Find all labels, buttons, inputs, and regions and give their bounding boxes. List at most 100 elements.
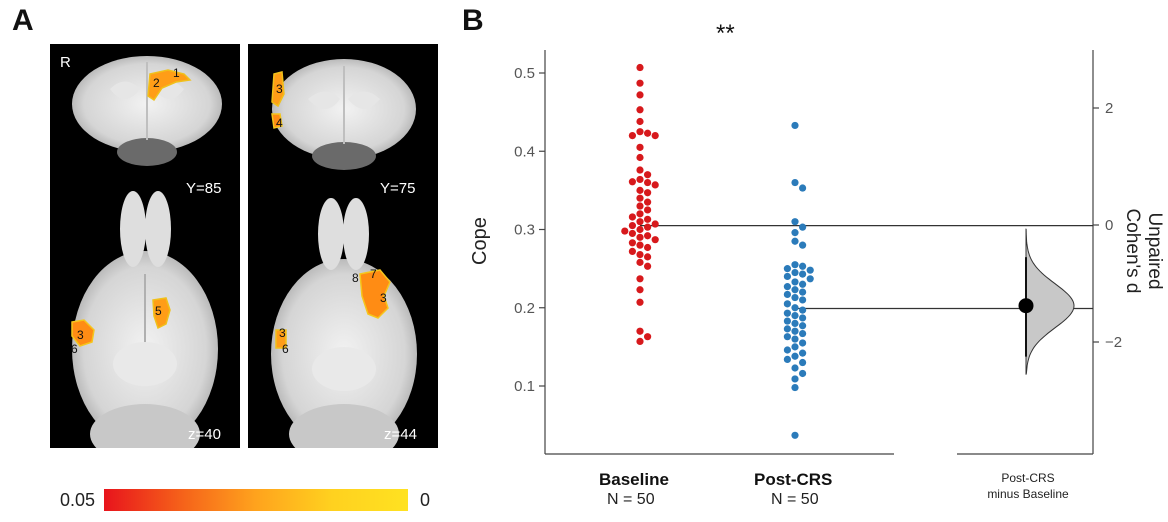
data-point	[628, 239, 636, 247]
data-point	[636, 286, 644, 294]
data-point	[799, 314, 807, 322]
data-point	[799, 270, 807, 278]
y-axis-label: Cope	[469, 217, 491, 265]
data-point	[644, 243, 652, 252]
data-point	[636, 337, 644, 345]
data-point	[799, 296, 807, 304]
data-point	[791, 261, 799, 269]
cluster-label: 3	[276, 82, 283, 96]
data-point	[636, 143, 644, 151]
brain-image-left	[50, 44, 240, 464]
data-point	[791, 383, 799, 392]
cluster-label: 3	[380, 291, 387, 305]
data-point	[791, 343, 799, 351]
data-point	[644, 171, 652, 179]
data-point	[621, 227, 629, 235]
data-point	[783, 325, 791, 333]
colorbar-min-label: 0.05	[60, 490, 96, 510]
data-point	[791, 375, 799, 383]
data-point	[791, 431, 799, 439]
data-point	[799, 349, 807, 357]
data-point	[799, 339, 807, 347]
data-point	[644, 223, 652, 231]
data-point	[791, 327, 799, 335]
y-tick-label: 0.3	[514, 222, 535, 239]
data-point	[799, 358, 807, 367]
data-point	[799, 241, 807, 249]
data-point	[783, 317, 791, 325]
data-point	[791, 286, 799, 294]
data-point	[636, 250, 644, 259]
data-point	[628, 132, 636, 140]
data-point	[636, 202, 644, 210]
diff-label-line2: minus Baseline	[987, 487, 1069, 501]
y-tick-label: 0.4	[514, 143, 535, 160]
orientation-label: R	[60, 54, 71, 71]
right-y-tick-label: 0	[1105, 217, 1113, 234]
data-point	[636, 166, 644, 174]
panel-b-letter: B	[462, 4, 484, 37]
data-point	[783, 309, 791, 317]
data-point	[636, 128, 644, 136]
slice-label-y85: Y=85	[186, 180, 222, 197]
data-point	[636, 298, 644, 306]
data-point	[799, 184, 807, 192]
data-point	[791, 229, 799, 237]
brain-slices-right	[271, 59, 417, 464]
data-point	[644, 232, 652, 240]
data-point	[628, 178, 636, 186]
data-point	[651, 236, 659, 244]
data-point	[783, 265, 791, 273]
data-point	[644, 189, 652, 197]
data-point	[799, 223, 807, 231]
data-point	[799, 369, 807, 378]
cluster-label: 1	[173, 66, 180, 80]
y-tick-label: 0.5	[514, 65, 535, 82]
diff-label-line1: Post-CRS	[1001, 471, 1055, 485]
estimation-plot-svg: 0.1 0.2 0.3 0.4 0.5 −2 0 2	[514, 50, 1122, 455]
data-point	[636, 194, 644, 202]
right-y-axis-label: Unpaired Cohen's d	[1122, 208, 1165, 294]
data-point	[783, 300, 791, 308]
data-point	[644, 333, 652, 341]
right-y-tick-label: 2	[1105, 100, 1113, 117]
data-point	[791, 237, 799, 245]
data-point	[651, 132, 659, 140]
significance-marker: **	[716, 20, 735, 47]
panel-a-letter: A	[12, 4, 34, 37]
cluster-label: 3	[77, 328, 84, 342]
cluster-label: 4	[276, 116, 283, 130]
data-point	[791, 352, 799, 360]
brain-slices-left	[71, 56, 222, 464]
data-point	[636, 63, 644, 72]
data-point	[791, 311, 799, 320]
cluster-label: 7	[370, 267, 377, 281]
data-point	[636, 91, 644, 99]
data-point	[636, 153, 644, 162]
slice-label-z44: z=44	[384, 426, 417, 443]
data-point	[783, 333, 791, 341]
data-point	[636, 275, 644, 283]
data-point	[806, 266, 814, 274]
brain-image-right	[248, 44, 438, 464]
data-point	[636, 258, 644, 266]
data-point	[799, 306, 807, 314]
data-point	[791, 304, 799, 312]
colorbar-max-label: 0	[420, 490, 431, 510]
data-point	[628, 247, 636, 256]
data-point	[783, 283, 791, 291]
data-point	[644, 262, 652, 270]
data-point	[644, 129, 652, 137]
data-point	[799, 280, 807, 288]
data-point	[636, 225, 644, 234]
data-point	[636, 186, 644, 194]
data-point	[636, 233, 644, 241]
data-point	[806, 275, 814, 283]
data-point	[651, 181, 659, 189]
cluster-label: 6	[71, 342, 78, 356]
data-point	[791, 364, 799, 372]
n-label-postcrs: N = 50	[771, 491, 819, 508]
cluster-label: 3	[279, 326, 286, 340]
data-point	[628, 229, 636, 238]
data-point	[644, 198, 652, 206]
